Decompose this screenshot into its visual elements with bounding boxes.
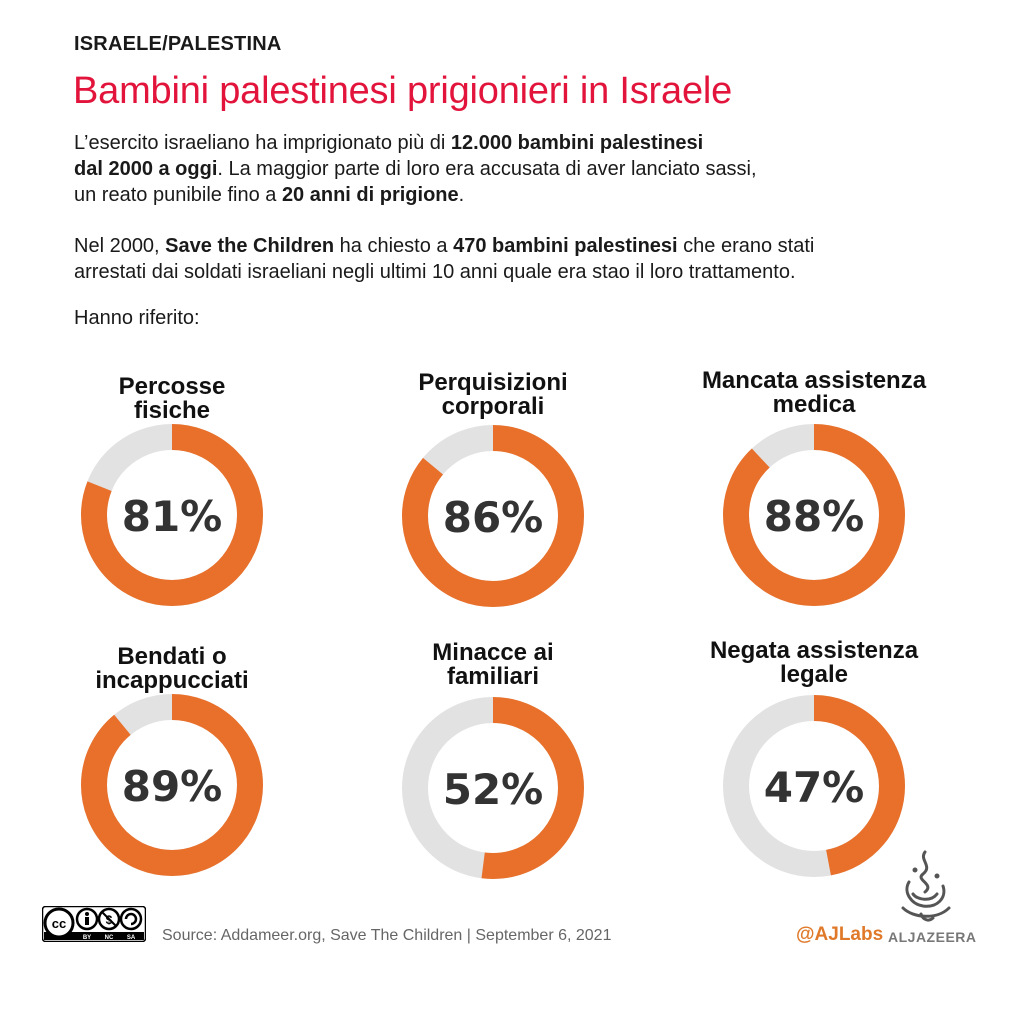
- donut-value-arc: [81, 694, 263, 876]
- donut-value-label: 88%: [764, 492, 865, 541]
- intro-p2-segment: che erano stati: [677, 235, 815, 257]
- donut-chart: 81% Percosse fisiche: [22, 355, 322, 655]
- donut-category-label-line: Percosse: [118, 373, 226, 400]
- donut-chart: 47% Negata assistenza legale: [664, 625, 964, 925]
- donut-category-label-line: Negata assistenza: [709, 637, 919, 664]
- donut-svg: 81%: [81, 424, 263, 606]
- intro-p2-segment: Nel 2000,: [74, 235, 166, 257]
- donut-category-label: Perquisizioni corporali: [343, 371, 643, 419]
- intro-p2-segment: Save the Children: [165, 235, 335, 257]
- donut-category-label-line: legale: [779, 661, 849, 688]
- license-by: BY: [83, 935, 91, 941]
- cc-license-icon: cc $ BY NC SA: [42, 906, 146, 942]
- donut-value-arc: [402, 425, 584, 607]
- intro-p2-segment: ha chiesto a: [334, 235, 454, 257]
- donut-category-label-line: medica: [772, 391, 856, 418]
- donut-category-label: Mancata assistenza medica: [664, 369, 964, 417]
- donut-category-label-line: Minacce ai: [432, 639, 554, 666]
- donut-svg: 89%: [81, 694, 263, 876]
- intro-p1-segment: 20 anni di prigione: [281, 184, 459, 206]
- donut-value-label: 89%: [122, 762, 223, 811]
- donut-category-label: Percosse fisiche: [22, 375, 322, 423]
- donut-chart: 88% Mancata assistenza medica: [664, 355, 964, 655]
- donut-category-label-line: Bendati o: [117, 643, 227, 670]
- aljazeera-logo-icon: [901, 850, 951, 922]
- svg-text:cc: cc: [52, 916, 66, 931]
- intro-p1-segment: dal 2000 a oggi: [74, 158, 218, 180]
- license-nc: NC: [105, 935, 114, 941]
- donut-value-label: 86%: [443, 493, 544, 542]
- donut-chart: 52% Minacce ai familiari: [343, 625, 643, 925]
- donut-category-label-line: corporali: [441, 393, 545, 420]
- intro-p1-segment: 12.000 bambini palestinesi: [450, 132, 704, 154]
- donut-value-arc: [81, 424, 263, 606]
- donut-chart: 86% Perquisizioni corporali: [343, 355, 643, 655]
- donut-category-label: Bendati o incappucciati: [22, 645, 322, 693]
- donut-svg: 88%: [723, 424, 905, 606]
- donut-chart: 89% Bendati o incappucciati: [22, 625, 322, 925]
- donut-category-label-line: Perquisizioni: [418, 369, 568, 396]
- donut-value-label: 52%: [443, 765, 544, 814]
- intro-paragraph-3: Hanno riferito:: [74, 307, 200, 329]
- source-note: Source: Addameer.org, Save The Children …: [162, 927, 612, 944]
- donut-value-arc: [402, 697, 584, 879]
- ajlabs-handle: @AJLabs: [796, 924, 884, 945]
- intro-p2-segment: 470 bambini palestinesi: [453, 235, 678, 257]
- intro-p1-segment: L’esercito israeliano ha imprigionato pi…: [74, 132, 451, 154]
- donut-svg: 52%: [402, 697, 584, 879]
- donut-category-label-line: fisiche: [133, 397, 211, 424]
- intro-paragraph-2: Nel 2000, Save the Children ha chiesto a…: [74, 233, 954, 285]
- donut-svg: 47%: [723, 695, 905, 877]
- kicker: ISRAELE/PALESTINA: [74, 33, 282, 55]
- donut-category-label-line: incappucciati: [95, 667, 249, 694]
- intro-p2-segment: arrestati dai soldati israeliani negli u…: [74, 261, 796, 283]
- donut-category-label: Minacce ai familiari: [343, 641, 643, 689]
- donut-category-label: Negata assistenza legale: [664, 639, 964, 687]
- donut-value-label: 81%: [122, 492, 223, 541]
- donut-value-label: 47%: [764, 763, 865, 812]
- page-title: Bambini palestinesi prigionieri in Israe…: [73, 70, 733, 112]
- donut-category-label-line: Mancata assistenza: [701, 367, 927, 394]
- intro-p1-segment: .: [458, 184, 465, 206]
- aljazeera-wordmark: ALJAZEERA: [888, 929, 977, 945]
- donut-value-arc: [723, 695, 905, 877]
- donut-category-label-line: familiari: [446, 663, 540, 690]
- donut-svg: 86%: [402, 425, 584, 607]
- intro-p1-segment: . La maggior parte di loro era accusata …: [217, 158, 757, 180]
- intro-p1-segment: un reato punibile fino a: [74, 184, 282, 206]
- intro-paragraph-1: L’esercito israeliano ha imprigionato pi…: [74, 130, 954, 208]
- donut-value-arc: [723, 424, 905, 606]
- license-sa: SA: [127, 935, 136, 941]
